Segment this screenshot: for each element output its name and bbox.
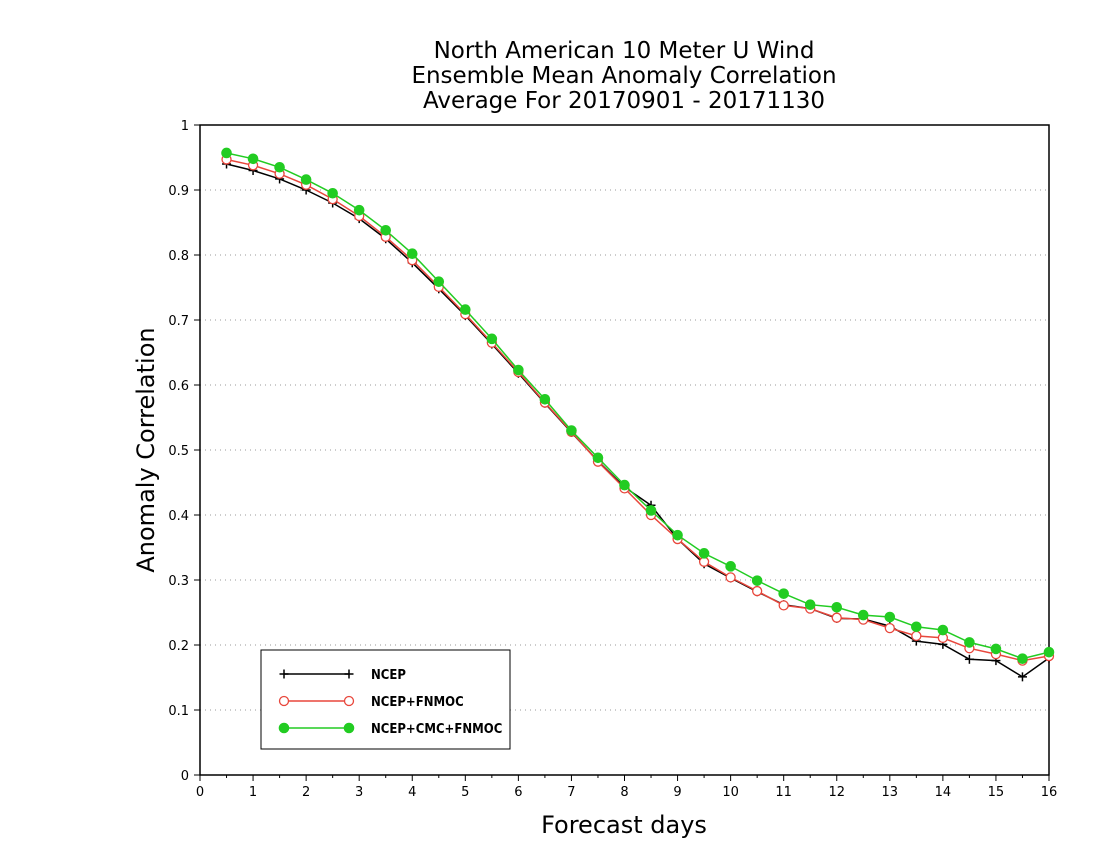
data-point	[752, 585, 763, 597]
legend-marker	[278, 722, 290, 734]
x-tick-label: 6	[514, 785, 522, 800]
x-tick-label: 2	[302, 785, 310, 800]
x-tick-label: 11	[775, 785, 792, 800]
y-tick-label: 0.8	[168, 249, 189, 264]
data-point	[221, 147, 232, 159]
legend-marker	[343, 695, 355, 707]
axis-ticks: 00.10.20.30.40.50.60.70.80.910 1 2 3 4 5 6 7 8 9 1…	[168, 119, 1057, 800]
x-tick-label: 3	[355, 785, 363, 800]
legend-label: NCEP+CMC+FNMOC	[371, 722, 502, 737]
series-ncep-cmc-fnmoc	[221, 147, 1055, 664]
y-tick-label: 0.6	[168, 379, 189, 394]
legend-item: NCEP	[279, 668, 406, 683]
data-point	[460, 304, 471, 315]
series	[221, 147, 1055, 682]
data-point	[380, 225, 392, 236]
data-point	[778, 588, 789, 599]
data-point	[327, 187, 338, 199]
y-tick-label: 0.1	[168, 704, 189, 719]
legend-marker	[343, 722, 355, 734]
legend-label: NCEP	[371, 668, 406, 683]
data-point	[619, 479, 630, 491]
data-point	[539, 394, 551, 405]
x-tick-label: 13	[882, 785, 899, 800]
x-axis-title: Forecast days	[541, 811, 707, 839]
x-tick-label: 9	[673, 785, 681, 800]
x-tick-label: 16	[1041, 785, 1058, 800]
x-tick-label: 5	[461, 785, 469, 800]
x-tick-label: 8	[620, 785, 628, 800]
y-tick-label: 0.3	[168, 574, 189, 589]
title-line-3: Average For 20170901 - 20171130	[423, 88, 825, 114]
y-tick-label: 0.7	[168, 314, 189, 329]
x-tick-label: 10	[722, 785, 739, 800]
series-line	[226, 163, 1050, 678]
data-point	[433, 276, 445, 287]
x-tick-label: 15	[988, 785, 1005, 800]
legend-marker	[279, 669, 289, 679]
data-point	[804, 599, 816, 611]
data-point	[698, 548, 710, 559]
data-point	[831, 612, 842, 623]
y-tick-label: 0	[181, 769, 189, 784]
data-point	[990, 643, 1002, 655]
series-line	[226, 158, 1050, 662]
series-ncep-fnmoc	[221, 154, 1055, 666]
data-point	[937, 624, 949, 636]
data-point	[592, 452, 604, 464]
data-point	[751, 575, 763, 586]
data-point	[1017, 672, 1027, 682]
legend-marker	[344, 669, 354, 679]
data-point	[1017, 653, 1028, 664]
y-tick-label: 0.2	[168, 639, 189, 654]
data-point	[884, 622, 895, 634]
x-tick-label: 0	[196, 785, 204, 800]
gridlines	[200, 189, 1049, 711]
data-point	[513, 364, 524, 376]
data-point	[778, 600, 789, 611]
data-point	[911, 621, 922, 633]
x-tick-label: 7	[567, 785, 575, 800]
x-tick-label: 1	[249, 785, 257, 800]
data-point	[1043, 646, 1055, 658]
data-point	[353, 204, 365, 216]
legend-item: NCEP+FNMOC	[278, 695, 464, 710]
y-tick-label: 0.9	[168, 184, 189, 199]
data-point	[725, 572, 736, 583]
x-tick-label: 4	[408, 785, 416, 800]
legend-label: NCEP+FNMOC	[371, 695, 464, 710]
x-tick-label: 14	[935, 785, 952, 800]
series-line	[226, 152, 1050, 660]
legend: NCEP NCEP+FNMOC NCEP+CMC+FNMOC	[260, 649, 511, 750]
data-point	[831, 602, 843, 613]
y-tick-label: 0.4	[168, 509, 189, 524]
series-ncep	[222, 159, 1054, 682]
data-point	[645, 505, 657, 516]
data-point	[672, 529, 683, 541]
data-point	[486, 333, 498, 345]
title-line-2: Ensemble Mean Anomaly Correlation	[411, 63, 836, 89]
data-point	[964, 637, 975, 648]
data-point	[406, 248, 418, 259]
data-point	[964, 654, 974, 664]
data-point	[911, 630, 922, 642]
x-tick-label: 12	[828, 785, 845, 800]
data-point	[247, 153, 259, 165]
legend-box	[260, 649, 511, 750]
data-point	[725, 561, 736, 572]
data-point	[300, 174, 312, 185]
y-axis-title: Anomaly Correlation	[132, 327, 160, 572]
title-line-1: North American 10 Meter U Wind	[434, 38, 815, 64]
data-point	[884, 611, 896, 623]
data-point	[274, 161, 285, 173]
data-point	[566, 425, 577, 436]
y-tick-label: 1	[181, 119, 189, 134]
legend-item: NCEP+CMC+FNMOC	[278, 722, 502, 737]
data-point	[857, 609, 869, 621]
y-tick-label: 0.5	[168, 444, 189, 459]
legend-marker	[278, 695, 290, 707]
